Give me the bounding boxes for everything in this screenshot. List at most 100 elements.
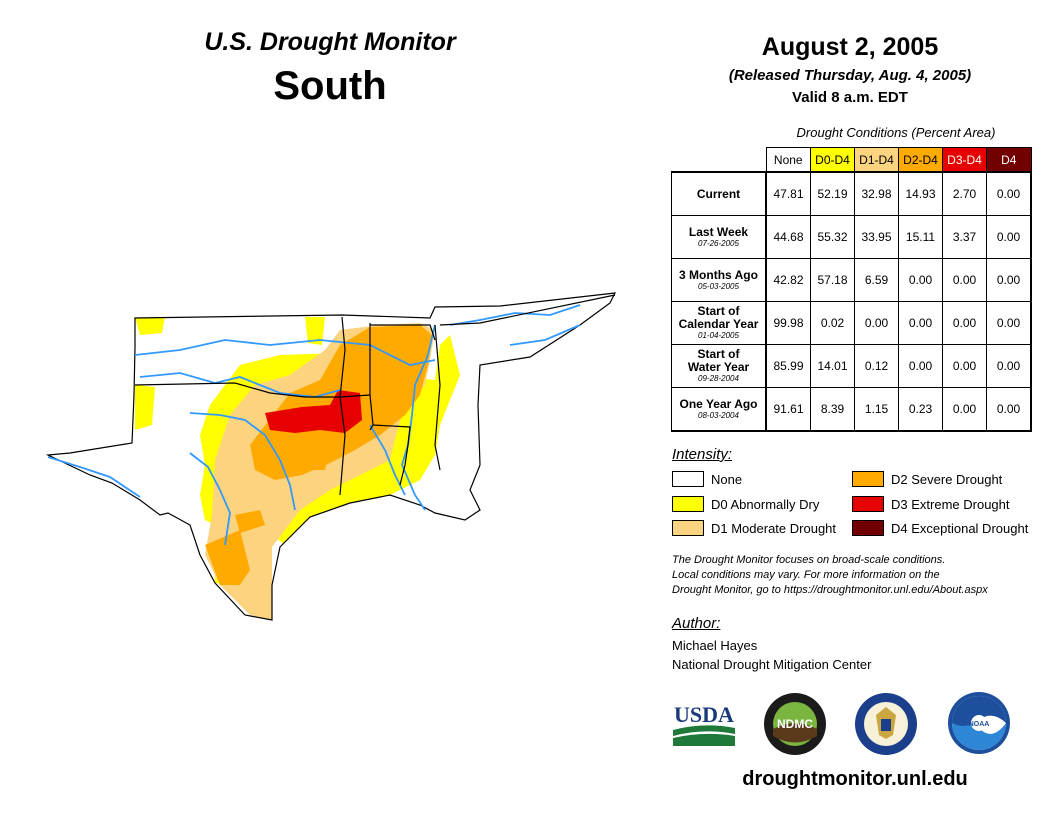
table-cell: 0.23 <box>898 387 943 432</box>
table-cell: 33.95 <box>854 215 899 259</box>
row-label-start-of-calendar-year: Start of Calendar Year 01-04-2005 <box>671 301 767 345</box>
legend-label: D1 Moderate Drought <box>711 520 837 536</box>
table-cell: 47.81 <box>765 171 811 216</box>
table-cell: 0.00 <box>942 387 987 432</box>
author-heading: Author: <box>672 615 721 632</box>
legend-item-d2: D2 Severe Drought <box>852 470 1002 488</box>
table-row: Current 47.81 52.19 32.98 14.93 2.70 0.0… <box>671 171 1032 216</box>
table-cell: 32.98 <box>854 171 899 216</box>
release-date: (Released Thursday, Aug. 4, 2005) <box>728 67 972 84</box>
noaa-logo: NOAA <box>948 692 1010 754</box>
map-title: U.S. Drought Monitor <box>204 28 456 56</box>
table-cell: 6.59 <box>854 258 899 302</box>
row-label-text: 3 Months Ago <box>679 267 758 282</box>
row-date: 09-28-2004 <box>698 374 739 383</box>
row-date: 05-03-2005 <box>698 281 739 291</box>
commerce-seal-icon <box>855 693 917 755</box>
table-cell: 0.00 <box>942 301 987 345</box>
header-d3-d4: D3-D4 <box>942 147 987 173</box>
table-cell: 0.00 <box>986 344 1032 388</box>
table-cell: 15.11 <box>898 215 943 259</box>
table-cell: 0.02 <box>810 301 855 345</box>
table-cell: 8.39 <box>810 387 855 432</box>
table-cell: 14.93 <box>898 171 943 216</box>
table-row: Last Week 07-26-2005 44.68 55.32 33.95 15… <box>671 215 1032 259</box>
row-label-start-of-water-year: Start of Water Year 09-28-2004 <box>671 344 767 388</box>
table-cell: 91.61 <box>765 387 811 432</box>
table-cell: 0.12 <box>854 344 899 388</box>
row-label-last-week: Last Week 07-26-2005 <box>671 215 767 259</box>
table-cell: 55.32 <box>810 215 855 259</box>
table-cell: 57.18 <box>810 258 855 302</box>
table-cell: 0.00 <box>854 301 899 345</box>
header-d0-d4: D0-D4 <box>810 147 855 173</box>
legend-swatch <box>852 496 884 512</box>
usda-logo: USDA <box>673 702 735 746</box>
legend-swatch <box>672 496 704 512</box>
table-cell: 0.00 <box>986 301 1032 345</box>
header-blank <box>672 148 767 173</box>
header-d4: D4 <box>986 147 1032 173</box>
note-line: The Drought Monitor focuses on broad-sca… <box>672 554 946 566</box>
table-cell: 52.19 <box>810 171 855 216</box>
header-d1-d4: D1-D4 <box>854 147 899 173</box>
header-d2-d4: D2-D4 <box>898 147 943 173</box>
legend-label: D2 Severe Drought <box>891 471 1003 487</box>
drought-map <box>47 292 616 621</box>
legend-title: Intensity: <box>672 446 733 463</box>
table-cell: 44.68 <box>765 215 811 259</box>
author-name: Michael Hayes <box>672 638 758 653</box>
author-organization: National Drought Mitigation Center <box>672 657 872 672</box>
row-label-text: Current <box>696 186 741 201</box>
map-region-title: South <box>273 64 387 108</box>
table-cell: 0.00 <box>986 387 1032 432</box>
header-none: None <box>765 147 811 173</box>
table-cell: 99.98 <box>765 301 811 345</box>
legend-swatch <box>852 520 884 536</box>
table-cell: 2.70 <box>942 171 987 216</box>
table-row: Start of Calendar Year 01-04-2005 99.98 0… <box>671 301 1032 345</box>
legend-item-d0: D0 Abnormally Dry <box>672 495 819 513</box>
row-label-text: Start of Water Year <box>687 347 750 374</box>
legend-item-d1: D1 Moderate Drought <box>672 519 836 537</box>
noaa-logo-text: NOAA <box>969 721 990 728</box>
legend-label: None <box>711 471 743 487</box>
website-url: droughtmonitor.unl.edu <box>742 768 968 790</box>
table-header-row: None D0-D4 D1-D4 D2-D4 D3-D4 D4 <box>672 147 1032 173</box>
row-date: 08-03-2004 <box>698 410 739 420</box>
table-cell: 0.00 <box>986 171 1032 216</box>
table-cell: 42.82 <box>765 258 811 302</box>
table-row: One Year Ago 08-03-2004 91.61 8.39 1.15 0… <box>671 387 1032 432</box>
map-date: August 2, 2005 <box>761 33 939 61</box>
note-line: Local conditions may vary. For more info… <box>672 569 940 581</box>
drought-monitor-note: The Drought Monitor focuses on broad-sca… <box>672 553 1042 598</box>
ndmc-logo-text: NDMC <box>777 717 813 731</box>
row-label-one-year-ago: One Year Ago 08-03-2004 <box>671 387 767 432</box>
legend-swatch <box>672 471 704 487</box>
table-cell: 0.00 <box>986 215 1032 259</box>
table-cell: 0.00 <box>898 301 943 345</box>
table-cell: 14.01 <box>810 344 855 388</box>
table-cell: 1.15 <box>854 387 899 432</box>
row-label-current: Current <box>671 171 767 216</box>
legend-label: D3 Extreme Drought <box>891 496 1010 512</box>
table-cell: 0.00 <box>898 344 943 388</box>
table-row: Start of Water Year 09-28-2004 85.99 14.0… <box>671 344 1032 388</box>
legend-item-d3: D3 Extreme Drought <box>852 495 1010 513</box>
row-label-text: One Year Ago <box>679 396 758 411</box>
legend-item-d4: D4 Exceptional Drought <box>852 519 1028 537</box>
valid-time: Valid 8 a.m. EDT <box>792 89 908 106</box>
table-cell: 85.99 <box>765 344 811 388</box>
legend-swatch <box>672 520 704 536</box>
row-date: 07-26-2005 <box>698 238 739 248</box>
table-row: 3 Months Ago 05-03-2005 42.82 57.18 6.59 … <box>671 258 1032 302</box>
legend-label: D0 Abnormally Dry <box>711 496 820 512</box>
legend-swatch <box>852 471 884 487</box>
row-label-text: Last Week <box>688 224 749 239</box>
drought-conditions-table: None D0-D4 D1-D4 D2-D4 D3-D4 D4 Current … <box>671 147 1032 432</box>
legend-item-none: None <box>672 470 742 488</box>
table-cell: 0.00 <box>986 258 1032 302</box>
legend-label: D4 Exceptional Drought <box>891 520 1029 536</box>
table-cell: 0.00 <box>942 344 987 388</box>
note-line: Drought Monitor, go to https://droughtmo… <box>672 584 988 596</box>
